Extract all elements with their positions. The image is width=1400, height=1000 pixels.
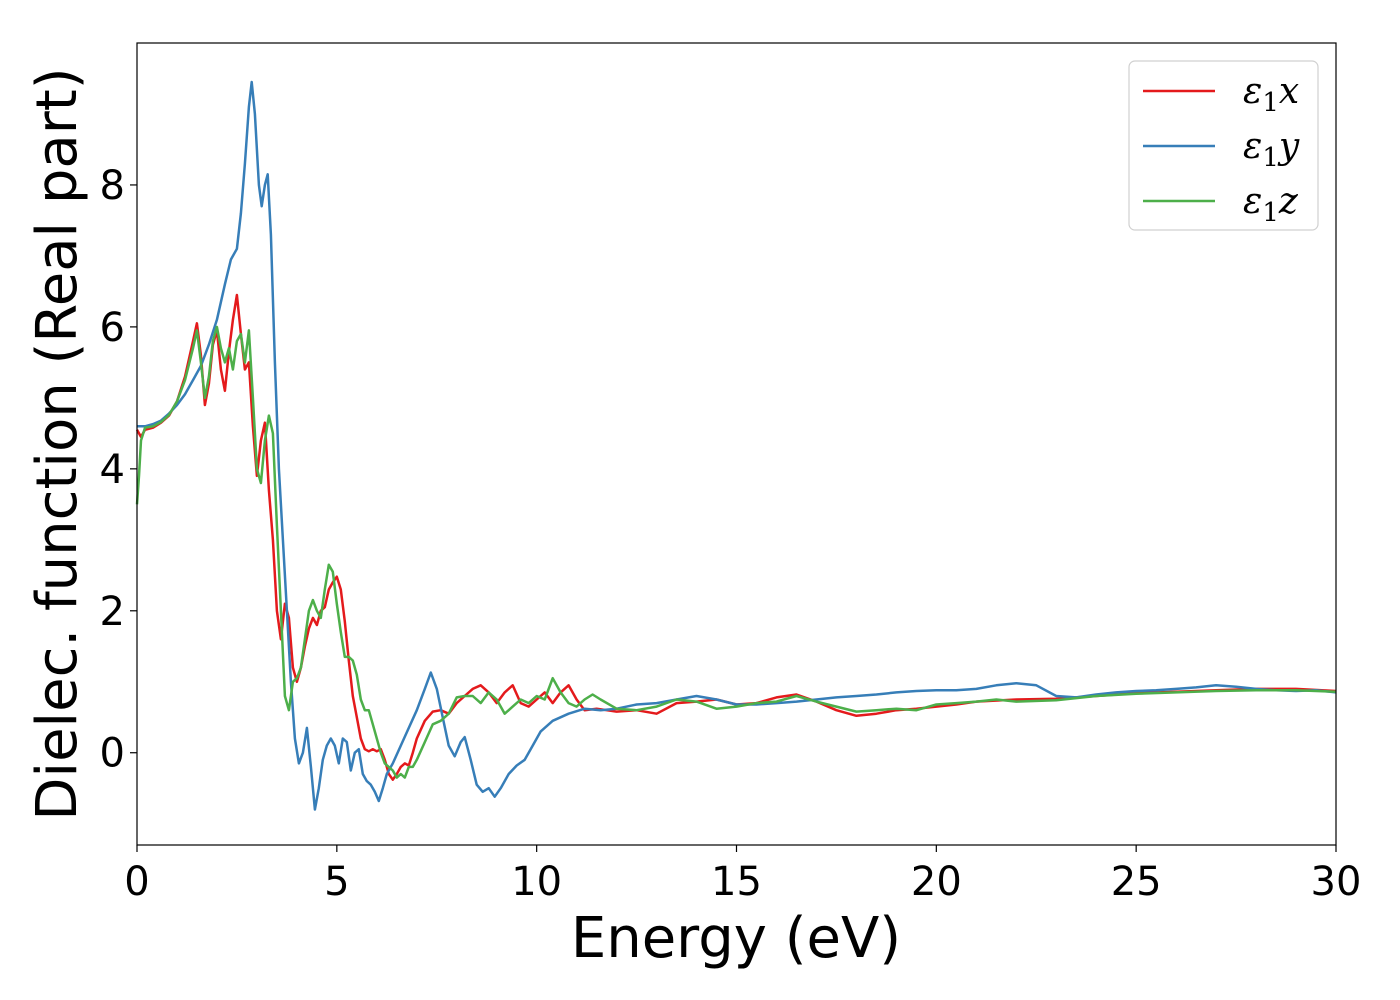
y-tick-label: 2: [100, 589, 125, 635]
series-line-y: [137, 80, 1337, 811]
x-tick-label: 5: [324, 859, 349, 905]
y-tick-label: 6: [100, 305, 125, 351]
y-axis-title: Dielec. function (Real part): [25, 67, 90, 820]
x-tick-label: 25: [1111, 859, 1162, 905]
x-tick-label: 10: [511, 859, 562, 905]
legend: ε1x ε1y ε1z: [1128, 60, 1319, 231]
x-tick-label: 30: [1311, 859, 1362, 905]
x-axis: 0 5 10 15 20 25 30: [124, 845, 1361, 905]
y-tick-label: 0: [100, 731, 125, 777]
series-line-x: [135, 293, 1337, 781]
y-tick-label: 8: [100, 163, 125, 209]
x-tick-label: 0: [124, 859, 149, 905]
legend-box: [1128, 60, 1319, 231]
legend-label-y: ε1y: [1243, 126, 1300, 173]
x-tick-label: 20: [911, 859, 962, 905]
y-tick-label: 4: [100, 447, 125, 493]
x-axis-title: Energy (eV): [571, 906, 901, 971]
y-axis: 0 2 4 6 8: [100, 163, 137, 777]
series-line-z: [135, 325, 1337, 779]
legend-label-z: ε1z: [1243, 181, 1299, 228]
legend-label-x: ε1x: [1243, 71, 1299, 118]
x-tick-label: 15: [711, 859, 762, 905]
series-layer: [135, 80, 1337, 811]
